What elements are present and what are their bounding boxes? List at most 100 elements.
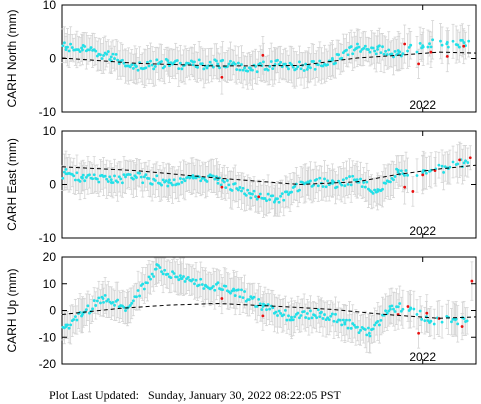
north-data-point — [205, 66, 209, 70]
north-data-point — [334, 61, 337, 65]
up-data-point — [291, 318, 295, 322]
east-y-axis-label: CARH East (mm) — [5, 138, 19, 231]
north-data-point — [296, 65, 300, 69]
east-data-point — [277, 200, 281, 204]
north-data-point — [305, 68, 309, 71]
east-data-point — [214, 175, 218, 179]
up-data-point — [367, 326, 370, 330]
up-data-point — [103, 294, 107, 297]
east-data-point — [285, 190, 289, 194]
east-data-point — [448, 165, 452, 169]
up-data-point — [211, 284, 215, 288]
north-panel: -10 0 10 2022 CARH North (mm) — [5, 0, 477, 119]
east-data-point — [103, 174, 107, 178]
up-data-point — [183, 280, 187, 283]
up-data-point — [124, 309, 127, 312]
north-data-point — [233, 62, 237, 66]
east-data-point — [371, 191, 375, 195]
up-data-point — [102, 301, 105, 304]
north-data-point — [131, 67, 135, 70]
east-data-point — [424, 171, 428, 175]
east-data-point — [263, 197, 267, 200]
north-data-point — [467, 39, 471, 43]
east-data-point — [381, 187, 384, 191]
north-data-point — [268, 65, 272, 68]
north-data-point — [428, 42, 431, 46]
up-data-point — [152, 275, 156, 278]
up-recent-point — [406, 305, 410, 308]
east-data-point — [265, 199, 268, 203]
east-data-point — [293, 185, 297, 188]
north-y-tick-label: 0 — [49, 52, 56, 66]
up-data-point — [335, 320, 339, 324]
up-y-axis-label: CARH Up (mm) — [5, 269, 19, 353]
up-data-point — [158, 266, 162, 269]
up-data-point — [113, 303, 116, 307]
east-data-point — [246, 188, 250, 192]
up-data-point — [136, 289, 140, 292]
up-data-point — [157, 264, 160, 267]
north-data-point — [241, 68, 245, 72]
east-data-point — [309, 179, 312, 183]
north-data-point — [99, 53, 102, 57]
up-data-point — [163, 268, 167, 272]
up-data-point — [266, 303, 270, 306]
north-data-point — [290, 63, 294, 67]
north-data-point — [109, 55, 113, 59]
up-data-point — [432, 322, 436, 326]
north-data-point — [117, 62, 121, 65]
north-data-point — [371, 46, 375, 50]
north-data-point — [240, 63, 243, 66]
north-data-point — [431, 38, 435, 42]
up-recent-point — [470, 279, 474, 283]
north-recent-point — [261, 53, 265, 57]
north-data-point — [346, 53, 350, 57]
up-data-point — [80, 314, 84, 318]
up-y-ticks: -20 -10 0 10 20 — [39, 250, 476, 371]
up-data-point — [377, 323, 381, 327]
up-data-point — [91, 307, 94, 311]
up-data-point — [95, 299, 99, 303]
east-data-point — [113, 174, 116, 178]
north-data-point — [260, 64, 264, 68]
north-data-point — [445, 42, 449, 46]
up-data-point — [197, 283, 201, 287]
north-x-ticks: 2022 — [409, 5, 436, 112]
north-data-point — [146, 60, 149, 64]
east-data-point — [258, 192, 262, 196]
north-data-point — [302, 69, 306, 72]
north-data-point — [130, 63, 134, 67]
up-data-point — [415, 312, 419, 316]
north-data-point — [357, 45, 361, 49]
up-data-point — [396, 305, 400, 309]
up-data-point — [182, 275, 185, 278]
east-data-point — [249, 196, 253, 200]
up-data-point — [287, 314, 290, 318]
up-data-point — [315, 316, 319, 320]
east-data-point — [392, 178, 395, 182]
up-y-tick-label: 0 — [49, 304, 56, 318]
east-recent-point — [458, 158, 462, 162]
up-data-point — [304, 316, 308, 319]
north-data-point — [229, 59, 232, 63]
up-data-point — [128, 304, 132, 307]
last-updated-footer: Plot Last Updated: Sunday, January 30, 2… — [49, 388, 341, 403]
up-data-point — [401, 307, 405, 311]
north-data-point — [294, 67, 298, 71]
east-data-point — [466, 161, 470, 164]
up-data-point — [213, 288, 217, 292]
up-data-point — [86, 304, 90, 308]
north-data-point — [120, 58, 124, 62]
north-recent-point — [462, 44, 466, 48]
north-data-point — [287, 67, 290, 71]
north-data-point — [309, 66, 312, 70]
north-data-point — [326, 63, 330, 67]
up-data-point — [420, 317, 424, 321]
up-data-point — [385, 311, 389, 315]
up-data-point — [224, 284, 228, 288]
north-data-point — [202, 67, 206, 71]
up-data-point — [100, 295, 104, 299]
east-data-point — [326, 179, 330, 183]
east-data-point — [251, 192, 254, 196]
east-data-point — [437, 163, 441, 167]
